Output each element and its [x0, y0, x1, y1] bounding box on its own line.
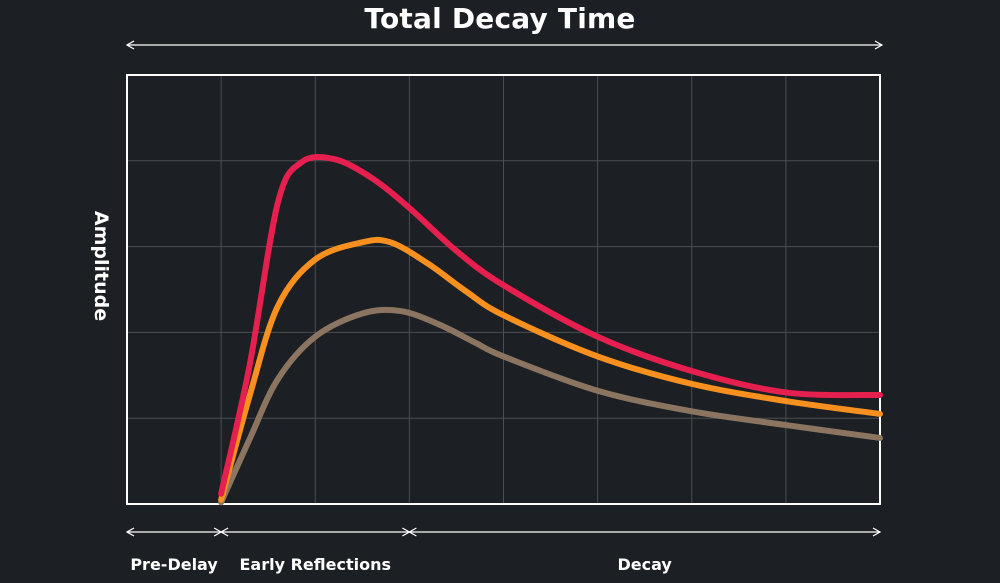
- segment-label: Decay: [617, 555, 672, 574]
- series-line: [218, 306, 883, 506]
- segment-label: Early Reflections: [239, 555, 392, 574]
- segment-label: Pre-Delay: [130, 555, 218, 574]
- total-decay-arrow: [125, 40, 884, 50]
- series-line: [218, 236, 883, 503]
- series-line: [218, 154, 883, 497]
- chart-title: Total Decay Time: [364, 2, 636, 35]
- plot-frame: [126, 74, 881, 505]
- segment-arrow: [219, 527, 411, 537]
- segment-arrow: [408, 527, 882, 537]
- segment-arrow: [125, 527, 223, 537]
